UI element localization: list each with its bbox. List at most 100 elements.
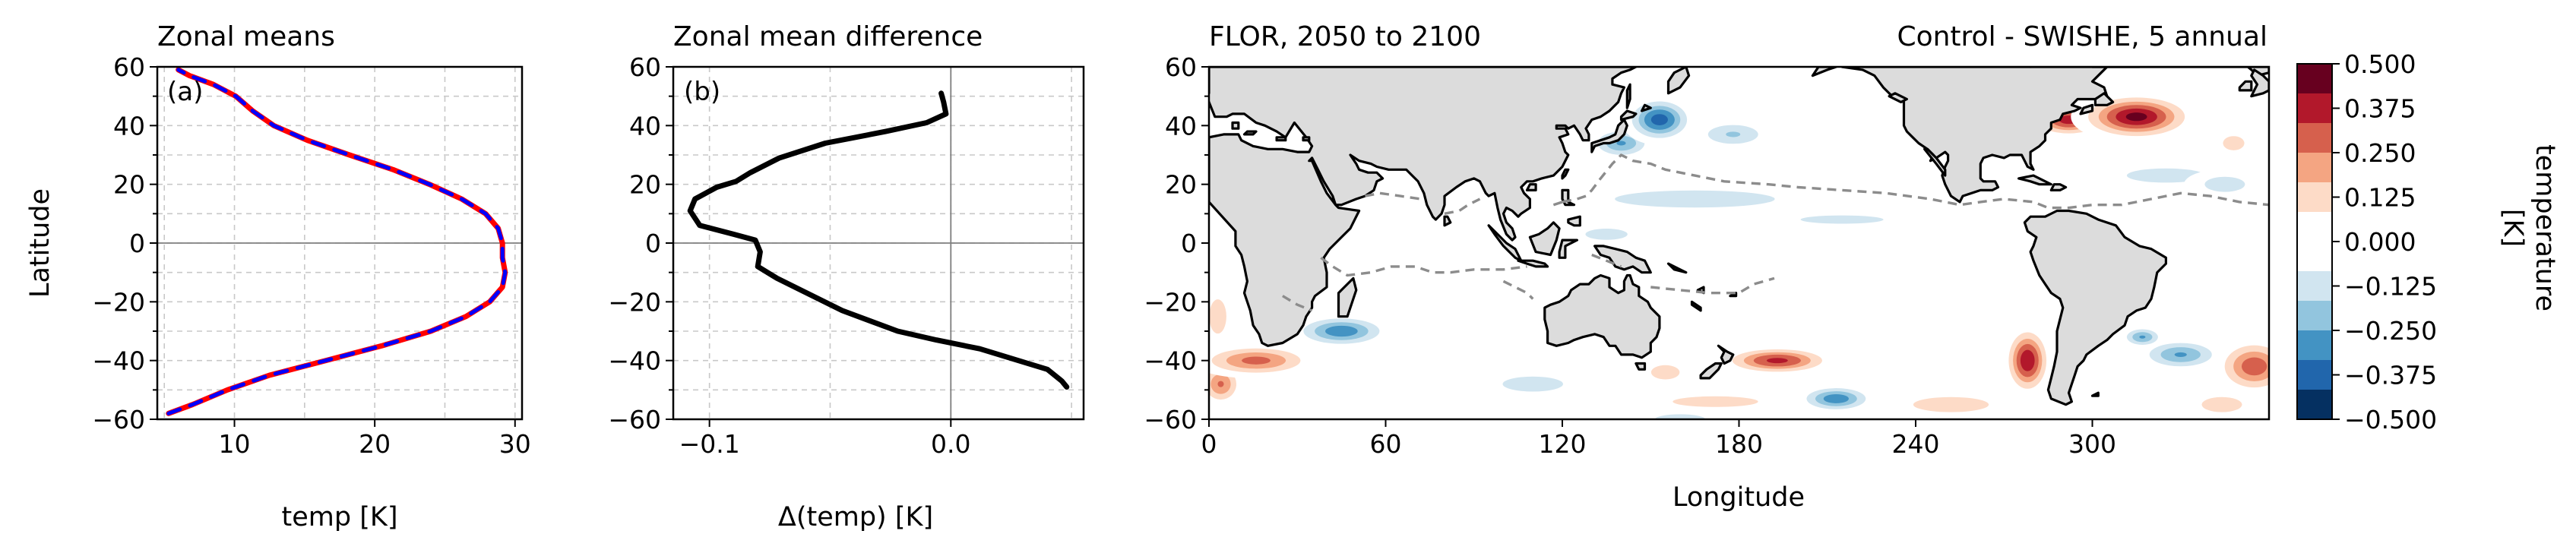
landmass-sumatra [1487, 224, 1523, 262]
contour-south-aus-west [1502, 280, 1534, 300]
colorbar-tick-label: 0.250 [2344, 138, 2416, 168]
colorbar-swatches [2297, 64, 2332, 420]
landmass-new-guinea [1593, 245, 1652, 274]
panel-c-ticks: 0 60 120 180 240 300 −60 −40 −20 0 20 40 60 [1144, 52, 2116, 459]
anomaly-blob [1806, 305, 2025, 358]
colorbar-ticks: 0.500 0.375 0.250 0.125 0.000 −0.125 −0.250 −0.… [2332, 49, 2437, 434]
landmass-baja-california [1923, 147, 1947, 177]
anomaly-blob [2211, 336, 2269, 397]
anomaly-level [1502, 376, 1563, 392]
anomaly-blob [1992, 160, 2016, 180]
contour-south-spcz [1650, 276, 1775, 295]
colorbar-tick-label: 0.125 [2344, 183, 2416, 213]
panel-a-ytick-label: 20 [113, 170, 145, 200]
panel-c-xtick-label: 0 [1201, 429, 1217, 459]
colorbar-tick-label: −0.125 [2344, 272, 2437, 302]
panel-a: Zonal means 10 20 30 −60 −40 −20 0 20 40 60 (a) t… [25, 21, 531, 532]
panel-b-letter: (b) [684, 77, 720, 107]
map-anomaly-field [1209, 67, 2269, 419]
anomaly-blob [2181, 389, 2263, 419]
contour-south-wio [1320, 256, 1527, 277]
landmass-cape-breton [2079, 103, 2094, 115]
colorbar-swatch [2297, 242, 2332, 272]
panel-b-xtick-label: −0.1 [679, 429, 740, 459]
panel-c-ytick-label: 40 [1165, 111, 1197, 141]
anomaly-level [1913, 396, 1989, 412]
panel-c-xlabel: Longitude [1673, 482, 1805, 513]
anomaly-level [2139, 238, 2252, 278]
anomaly-level [1242, 356, 1271, 365]
anomaly-blob [1628, 409, 1732, 419]
panel-a-ytick-label: 40 [113, 111, 145, 141]
colorbar-tick-label: −0.375 [2344, 361, 2437, 390]
anomaly-blob [2002, 321, 2054, 400]
colorbar-tick-label: 0.375 [2344, 94, 2416, 124]
anomaly-level [1688, 68, 1820, 95]
anomaly-blob [1714, 344, 1841, 377]
landmass-sulawesi [1558, 239, 1578, 259]
panel-b-plot [673, 67, 1084, 419]
anomaly-level [1650, 114, 1668, 125]
contour-south-africa [1282, 295, 1313, 312]
colorbar-swatch [2297, 153, 2332, 183]
anomaly-level [1616, 141, 1626, 146]
landmass-sakhalin [1625, 83, 1631, 109]
panel-b-ticks: −0.1 0.0 −60 −40 −20 0 20 40 60 [608, 52, 970, 459]
anomaly-level [1673, 396, 1758, 407]
landmass-hainan [1525, 183, 1537, 191]
colorbar-swatch [2297, 390, 2332, 420]
panel-a-ytick-label: −20 [92, 287, 145, 317]
landmass-new-zealand-south [1699, 362, 1723, 380]
colorbar-swatch [2297, 330, 2332, 361]
landmass-hokkaido [1619, 109, 1638, 122]
panel-c-ytick-label: −40 [1144, 346, 1197, 376]
panel-a-ytick-label: −60 [92, 405, 145, 434]
anomaly-level [2020, 349, 2035, 371]
anomaly-level [2223, 136, 2245, 150]
panel-a-letter: (a) [167, 77, 203, 107]
anomaly-level [2126, 168, 2205, 183]
anomaly-blob [2128, 67, 2233, 92]
panel-b-ytick-label: 20 [629, 170, 661, 200]
anomaly-level [1947, 273, 1990, 301]
anomaly-level [2201, 396, 2242, 412]
landmass-kamchatka [1666, 67, 1691, 95]
panel-c-ytick-label: −20 [1144, 287, 1197, 317]
anomaly-level [1766, 358, 1788, 364]
colorbar-swatch [2297, 182, 2332, 213]
colorbar-swatch [2297, 212, 2332, 242]
landmass-ireland [2238, 80, 2253, 92]
landmass-tasmania [1635, 362, 1647, 371]
colorbar-tick-label: −0.500 [2344, 405, 2437, 434]
landmass-crete [1275, 136, 1287, 142]
panel-b-xtick-label: 0.0 [931, 429, 970, 459]
anomaly-level [2174, 352, 2187, 357]
panel-c-title-right: Control - SWISHE, 5 annual [1897, 21, 2267, 52]
anomaly-level [1217, 381, 1224, 387]
anomaly-blob [1928, 216, 1992, 241]
panel-a-ylabel: Latitude [25, 188, 55, 298]
panel-a-ytick-label: 60 [113, 52, 145, 82]
panel-c-xtick-label: 240 [1892, 429, 1940, 459]
landmass-africa-eurasia [1209, 67, 1638, 347]
panel-b-ytick-label: −20 [608, 287, 661, 317]
landmass-falklands [2090, 391, 2100, 397]
landmass-sicily [1242, 130, 1258, 136]
anomaly-blob [1209, 343, 1322, 379]
panel-a-xtick-label: 10 [219, 429, 251, 459]
colorbar-tick-label: −0.250 [2344, 316, 2437, 346]
colorbar-swatch [2297, 271, 2332, 302]
panel-a-xtick-label: 30 [499, 429, 531, 459]
landmass-java [1517, 259, 1549, 268]
landmass-taiwan [1561, 168, 1570, 180]
panel-c-title-left: FLOR, 2050 to 2100 [1209, 21, 1481, 52]
anomaly-blob [1209, 285, 1234, 349]
anomaly-level [1585, 229, 1628, 240]
panel-c-xtick-label: 120 [1539, 429, 1587, 459]
panel-c-xtick-label: 300 [2068, 429, 2116, 459]
anomaly-level [1928, 216, 1992, 241]
anomaly-blob [1621, 94, 1698, 146]
panel-c-ytick-label: 60 [1165, 52, 1197, 82]
panel-b-title: Zonal mean difference [673, 21, 983, 52]
panel-b-ytick-label: 60 [629, 52, 661, 82]
